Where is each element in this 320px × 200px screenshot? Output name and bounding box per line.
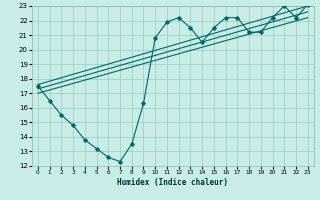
X-axis label: Humidex (Indice chaleur): Humidex (Indice chaleur) bbox=[117, 178, 228, 187]
